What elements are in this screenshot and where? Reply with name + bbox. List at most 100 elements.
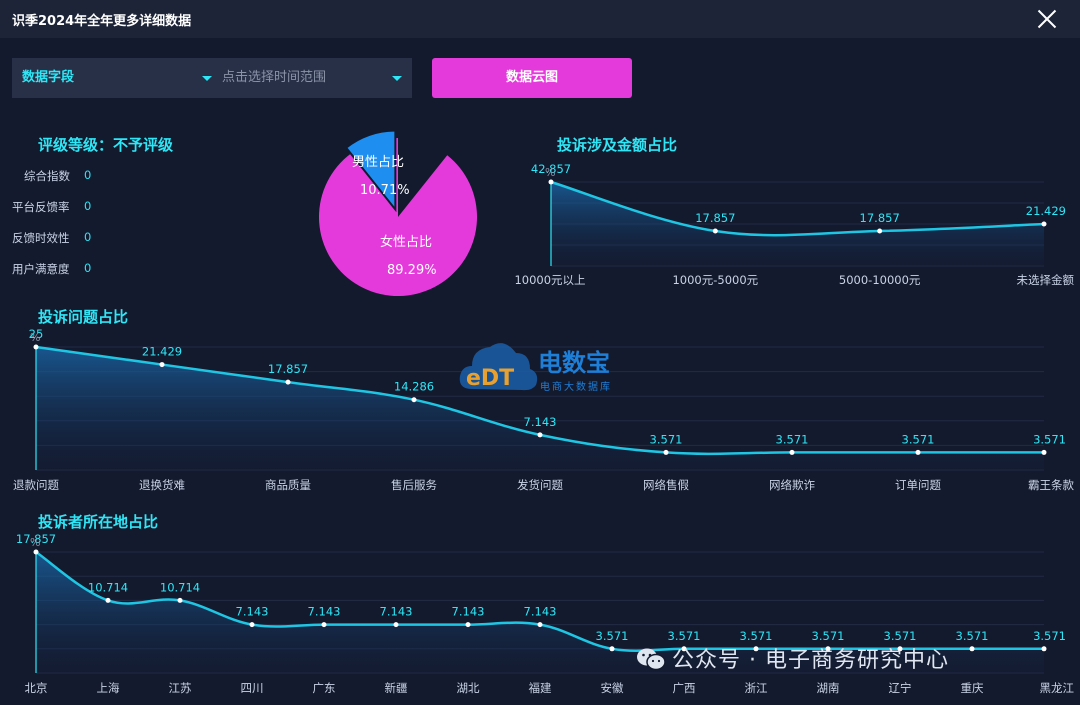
data-point	[915, 449, 921, 455]
data-label: 3.571	[956, 629, 989, 643]
data-label: 17.857	[268, 362, 308, 376]
data-label: 3.571	[740, 629, 773, 643]
x-tick-label: 四川	[241, 681, 264, 695]
x-tick-label: 发货问题	[517, 478, 563, 492]
wechat-watermark-text: 公众号 · 电子商务研究中心	[672, 648, 949, 673]
data-point	[789, 449, 795, 455]
data-point	[537, 432, 543, 438]
series-line	[550, 180, 1045, 237]
x-tick-label: 霸王条款	[1028, 478, 1074, 492]
cloud-logo-icon: eDT 电数宝 电商大数据库	[459, 343, 612, 393]
x-tick-label: 辽宁	[889, 681, 912, 695]
data-label: 10.714	[88, 580, 128, 594]
data-label: 21.429	[142, 345, 182, 359]
data-point	[465, 622, 471, 628]
data-point	[609, 646, 615, 652]
metric-label: 反馈时效性	[12, 231, 70, 245]
issue-chart-title: 投诉问题占比	[38, 308, 129, 326]
data-label: 21.429	[1026, 204, 1066, 218]
x-tick-label: 广东	[313, 681, 336, 695]
pie-value-male: 10.71%	[360, 183, 410, 198]
data-field-label: 数据字段	[22, 70, 75, 85]
x-tick-label: 新疆	[385, 681, 408, 695]
window-title: 识季2024年全年更多详细数据	[12, 14, 192, 29]
data-label: 3.571	[596, 629, 629, 643]
x-tick-label: 江苏	[169, 681, 192, 695]
x-tick-label: 1000元-5000元	[672, 273, 758, 287]
x-tick-label: 安徽	[601, 681, 624, 695]
data-label: 17.857	[16, 532, 56, 546]
data-point	[411, 397, 417, 403]
area-fill	[551, 182, 1044, 266]
watermark-sub: 电商大数据库	[540, 380, 612, 393]
x-tick-label: 浙江	[745, 681, 768, 695]
metric-value: 0	[84, 261, 92, 275]
x-tick-label: 退款问题	[13, 478, 59, 492]
pie-label-female: 女性占比	[380, 234, 432, 250]
data-point	[159, 362, 165, 368]
metric-label: 用户满意度	[12, 262, 70, 276]
series-line	[35, 550, 1044, 652]
wechat-watermark: 公众号 · 电子商务研究中心	[636, 642, 949, 674]
x-tick-label: 网络欺诈	[769, 478, 815, 492]
x-tick-label: 上海	[97, 681, 120, 695]
data-label: 42.857	[531, 162, 571, 176]
data-label: 3.571	[668, 629, 701, 643]
y-unit-label: %	[30, 536, 40, 549]
data-point	[105, 597, 111, 603]
data-point	[712, 228, 718, 234]
x-tick-label: 10000元以上	[514, 273, 585, 287]
data-label: 3.571	[650, 432, 683, 446]
metric-label: 综合指数	[24, 169, 70, 183]
data-point	[321, 622, 327, 628]
wechat-icon	[637, 648, 666, 671]
pie-label-male: 男性占比	[352, 155, 404, 170]
data-point	[1041, 449, 1047, 455]
amount-chart-title: 投诉涉及金额占比	[557, 136, 678, 154]
rating-title: 评级等级：不予评级	[38, 136, 174, 154]
metric-row: 平台反馈率 0	[12, 199, 91, 215]
metric-value: 0	[84, 168, 92, 182]
data-point	[33, 549, 39, 555]
chevron-down-icon	[392, 76, 402, 81]
data-label: 3.571	[1033, 432, 1066, 446]
x-tick-label: 未选择金额	[1017, 273, 1075, 287]
data-label: 7.143	[308, 605, 341, 619]
x-tick-label: 北京	[25, 681, 48, 695]
data-label: 17.857	[860, 211, 900, 225]
data-label: 7.143	[524, 415, 557, 429]
data-label: 14.286	[394, 380, 434, 394]
data-label: 3.571	[884, 629, 917, 643]
pie-slice-male	[344, 129, 397, 213]
data-label: 7.143	[452, 605, 485, 619]
data-point	[663, 449, 669, 455]
gender-pie-chart: 男性占比 10.71% 女性占比 89.29%	[319, 129, 477, 296]
x-tick-label: 重庆	[961, 681, 984, 695]
time-range-select[interactable]: 点击选择时间范围	[222, 58, 412, 98]
metric-value: 0	[84, 199, 92, 213]
x-tick-label: 福建	[529, 681, 552, 695]
x-tick-label: 湖北	[457, 681, 480, 695]
data-point	[969, 646, 975, 652]
data-label: 25	[29, 327, 44, 341]
title-bar: 识季2024年全年更多详细数据	[0, 0, 1080, 38]
close-icon[interactable]	[1034, 6, 1060, 32]
x-tick-label: 商品质量	[265, 478, 311, 492]
data-field-select[interactable]: 数据字段	[22, 58, 212, 98]
data-point	[177, 597, 183, 603]
chevron-down-icon	[202, 76, 212, 81]
data-label: 7.143	[236, 605, 269, 619]
time-range-placeholder: 点击选择时间范围	[222, 70, 327, 85]
y-unit-label: %	[545, 166, 555, 179]
pie-slice-female	[319, 138, 477, 296]
x-tick-label: 售后服务	[391, 478, 437, 492]
metric-label: 平台反馈率	[12, 200, 70, 214]
data-point	[1041, 221, 1047, 227]
data-point	[33, 344, 39, 350]
data-cloud-button[interactable]: 数据云图	[432, 58, 632, 98]
data-point	[285, 379, 291, 385]
y-unit-label: %	[30, 331, 40, 344]
metric-row: 反馈时效性 0	[12, 230, 91, 246]
data-label: 3.571	[776, 432, 809, 446]
x-tick-label: 湖南	[817, 681, 840, 695]
